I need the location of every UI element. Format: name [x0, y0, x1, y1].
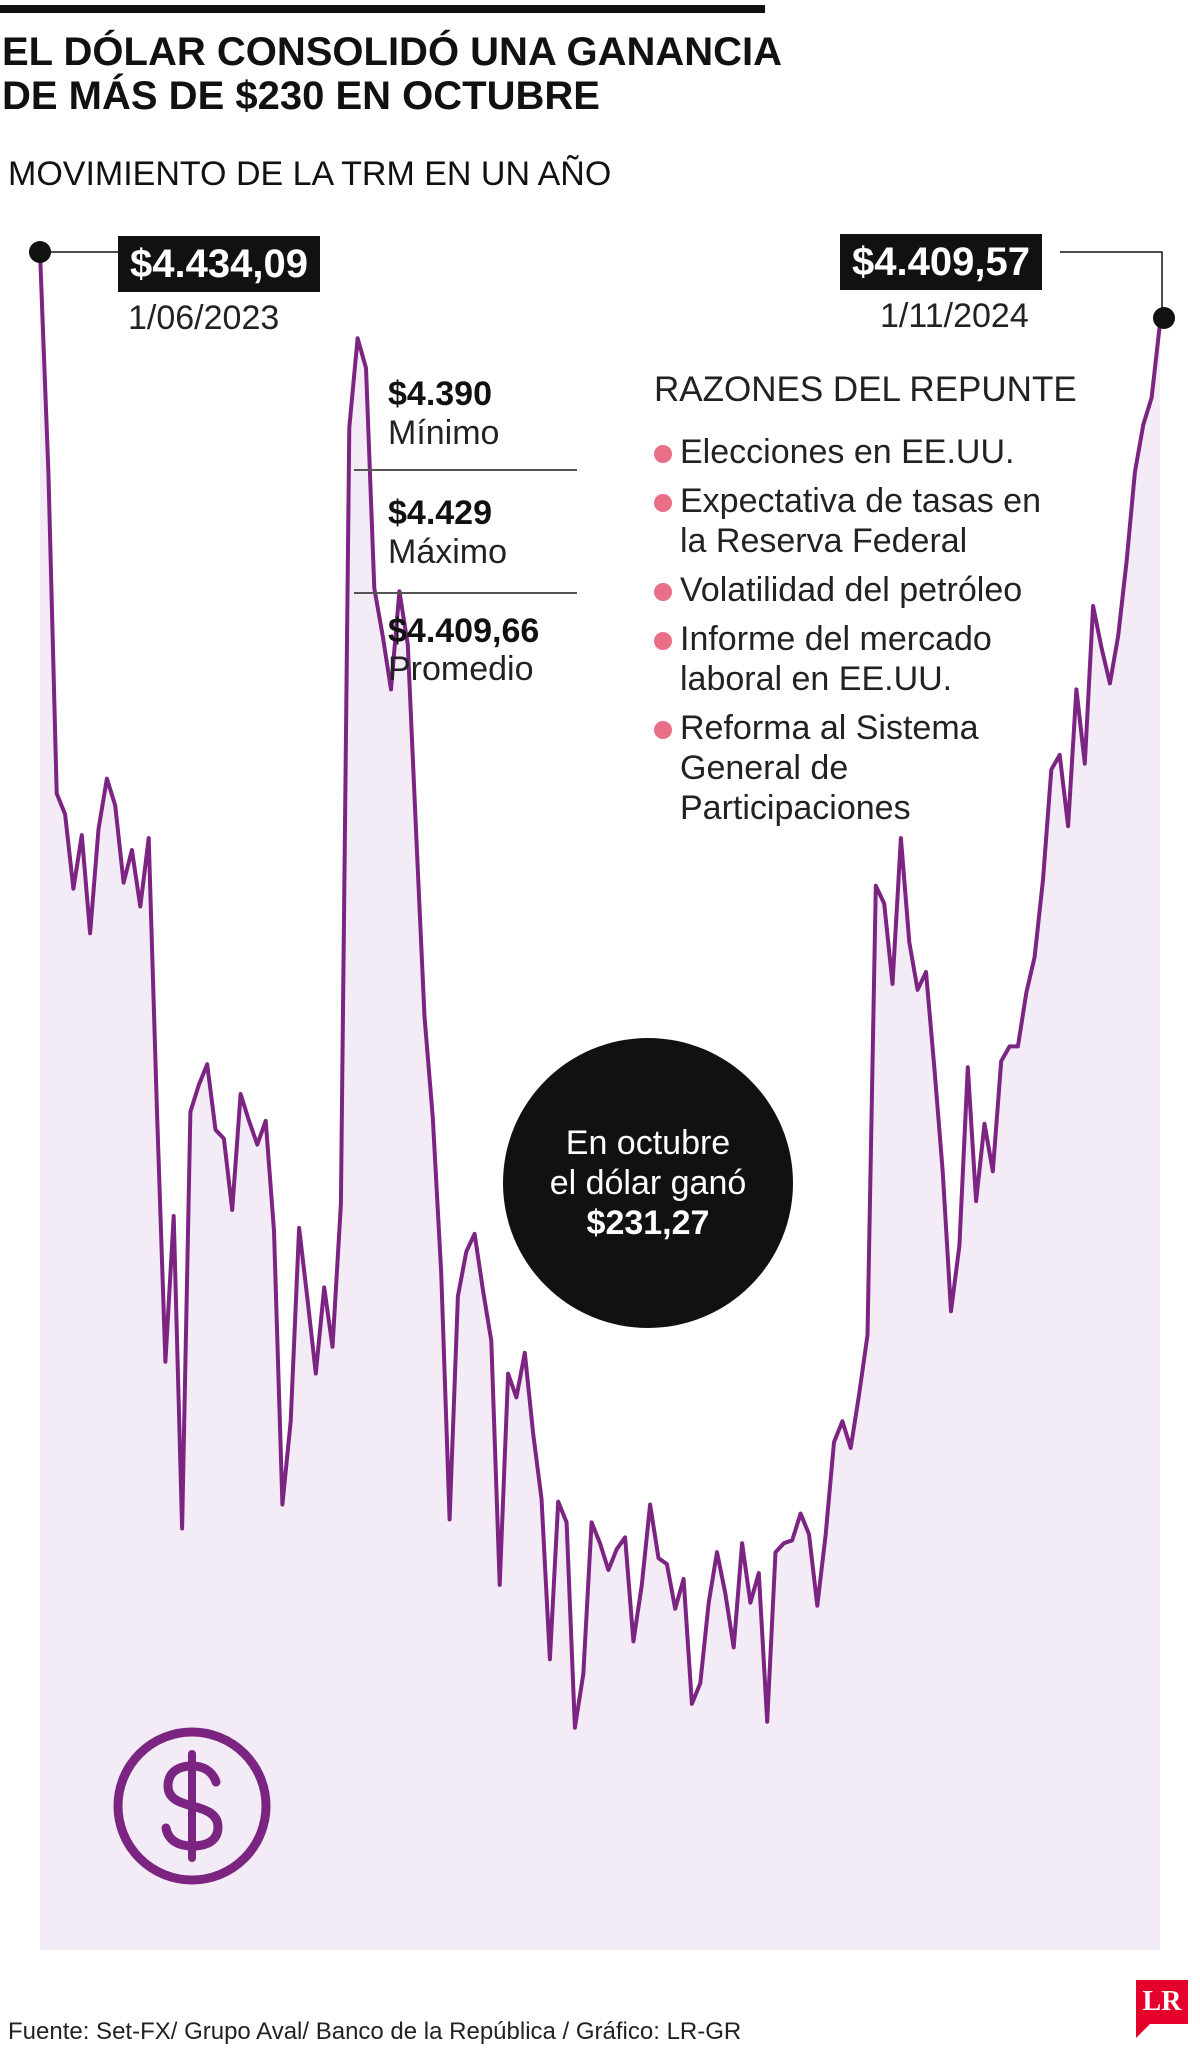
source-credit: Fuente: Set-FX/ Grupo Aval/ Banco de la … [8, 2018, 742, 2045]
reasons-title: RAZONES DEL REPUNTE [654, 370, 1077, 409]
reason-item: Volatilidad del petróleo [652, 570, 1072, 610]
stat-min-value: $4.390 [388, 375, 492, 413]
title-line-1: EL DÓLAR CONSOLIDÓ UNA GANANCIA [2, 30, 782, 74]
dollar-icon [113, 1727, 271, 1885]
top-rule [0, 5, 765, 13]
lr-logo: LR [1136, 1980, 1188, 2024]
start-date-label: 1/06/2023 [128, 299, 280, 337]
page-title: EL DÓLAR CONSOLIDÓ UNA GANANCIA DE MÁS D… [2, 30, 782, 118]
reason-item: Expectativa de tasas en la Reserva Feder… [652, 481, 1072, 561]
reason-item: Reforma al Sistema General de Participac… [652, 708, 1072, 828]
trm-series-line [38, 251, 1162, 1730]
reason-item: Elecciones en EE.UU. [652, 432, 1072, 472]
stat-avg-value: $4.409,66 [388, 612, 540, 650]
reason-text: Elecciones en EE.UU. [680, 433, 1015, 471]
stat-divider [354, 592, 577, 594]
reason-text: Volatilidad del petróleo [680, 571, 1023, 609]
lr-logo-tail [1136, 2024, 1150, 2038]
stat-max-value: $4.429 [388, 494, 492, 532]
bullet-dot-icon [654, 445, 672, 463]
trm-area-fill [40, 252, 1160, 1950]
stat-avg-label: Promedio [388, 650, 534, 688]
reason-text: Expectativa de tasas en la Reserva Feder… [680, 482, 1042, 560]
reasons-list: Elecciones en EE.UU. Expectativa de tasa… [652, 432, 1072, 837]
stat-min-label: Mínimo [388, 414, 500, 452]
bullet-dot-icon [654, 494, 672, 512]
start-value-box: $4.434,09 [118, 236, 320, 292]
title-line-2: DE MÁS DE $230 EN OCTUBRE [2, 74, 600, 118]
stat-divider [354, 469, 577, 471]
end-leader-line [1060, 251, 1163, 318]
reason-item: Informe del mercado laboral en EE.UU. [652, 619, 1072, 699]
october-gain-callout: En octubre el dólar ganó $231,27 [503, 1038, 793, 1328]
start-point-marker [29, 241, 51, 263]
chart-subtitle: MOVIMIENTO DE LA TRM EN UN AÑO [8, 155, 612, 193]
reason-text: Informe del mercado laboral en EE.UU. [680, 620, 992, 698]
reason-text: Reforma al Sistema General de Participac… [680, 709, 979, 827]
callout-line-1: En octubre [565, 1124, 731, 1162]
bullet-dot-icon [654, 583, 672, 601]
bullet-dot-icon [654, 721, 672, 739]
callout-line-2: el dólar ganó [549, 1164, 747, 1202]
bullet-dot-icon [654, 632, 672, 650]
callout-amount: $231,27 [586, 1204, 710, 1242]
end-date-label: 1/11/2024 [880, 297, 1029, 335]
end-value-box: $4.409,57 [840, 234, 1042, 290]
end-point-marker [1153, 307, 1175, 329]
stat-max-label: Máximo [388, 533, 508, 571]
